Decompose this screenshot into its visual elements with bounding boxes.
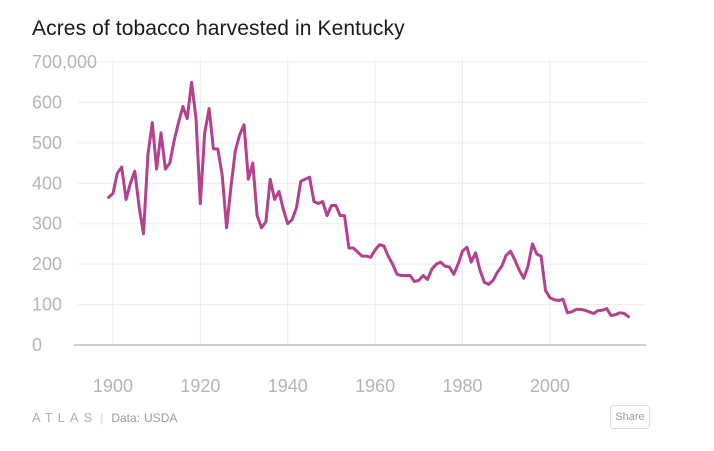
share-button[interactable]: Share: [610, 405, 650, 429]
footer-separator: |: [100, 410, 104, 425]
series-line-acres-harvested: [107, 80, 630, 319]
y-tick-label: 100: [32, 295, 62, 315]
footer: ATLAS | Data: USDA: [32, 410, 177, 425]
y-tick-label: 500: [32, 133, 62, 153]
y-tick-label: 400: [32, 173, 62, 193]
y-tick-label: 0: [32, 335, 42, 355]
x-tick-label: 1900: [93, 376, 133, 396]
y-tick-label: 200: [32, 254, 62, 274]
y-axis-ticks: 0 100 200 300 400 500 600 700,000: [32, 52, 97, 355]
atlas-logo[interactable]: ATLAS: [32, 410, 98, 425]
chart-title: Acres of tobacco harvested in Kentucky: [32, 17, 405, 40]
grid-lines: [78, 58, 646, 345]
x-tick-label: 1960: [355, 376, 395, 396]
x-axis-ticks: 1900 1920 1940 1960 1980 2000: [93, 376, 570, 396]
source-label: Data:: [111, 410, 141, 425]
source-name[interactable]: USDA: [144, 410, 178, 425]
y-tick-label: 600: [32, 92, 62, 112]
x-tick-label: 1920: [180, 376, 220, 396]
x-tick-label: 1940: [268, 376, 308, 396]
x-tick-label: 1980: [442, 376, 482, 396]
x-tick-label: 2000: [530, 376, 570, 396]
y-tick-label: 700,000: [32, 52, 97, 72]
y-tick-label: 300: [32, 214, 62, 234]
